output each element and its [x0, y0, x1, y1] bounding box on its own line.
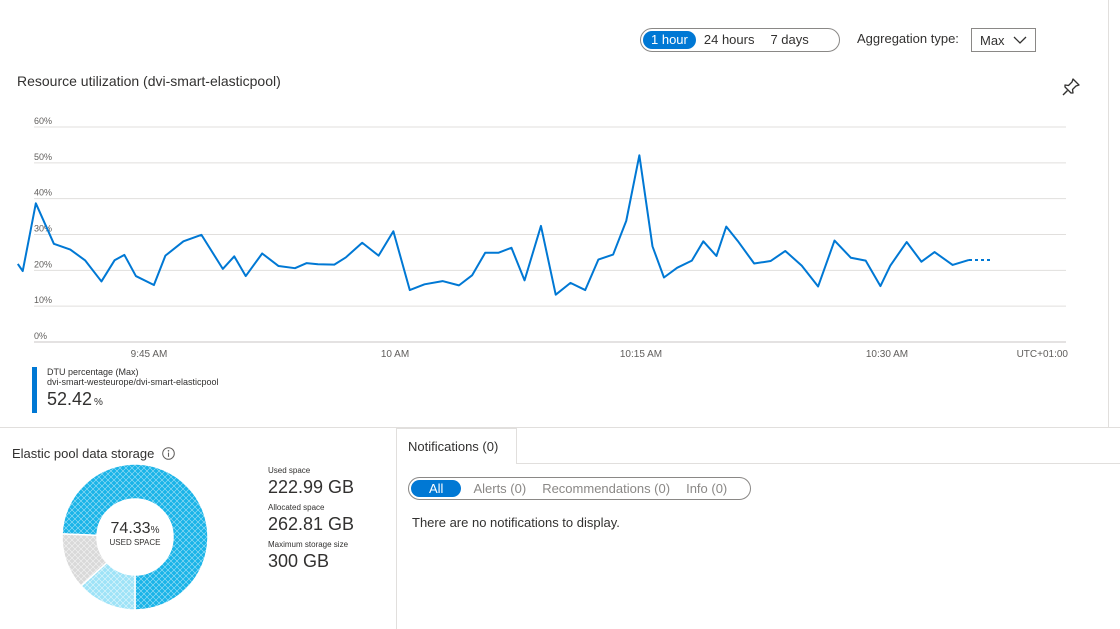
time-range-selector: 1 hour 24 hours 7 days	[640, 28, 840, 52]
y-tick-label: 50%	[34, 152, 52, 162]
y-tick-label: 10%	[34, 295, 52, 305]
storage-title: Elastic pool data storage	[12, 446, 176, 461]
used-space-caption: USED SPACE	[109, 538, 161, 547]
y-tick-label: 0%	[34, 331, 47, 341]
y-tick-label: 20%	[34, 259, 52, 269]
notifications-empty-message: There are no notifications to display.	[412, 515, 620, 530]
pin-icon[interactable]	[1060, 76, 1082, 98]
x-tick-label: 10:15 AM	[620, 349, 662, 360]
chart-series	[16, 154, 992, 296]
storage-title-text: Elastic pool data storage	[12, 446, 155, 461]
series-line	[16, 154, 970, 296]
storage-donut-chart	[61, 463, 209, 611]
donut-slice-used	[61, 463, 209, 611]
notification-filter: All Alerts (0) Recommendations (0) Info …	[408, 477, 751, 500]
used-percentage: 74.33%	[96, 520, 174, 538]
y-axis-ticks: 60% 50% 40% 30% 20% 10% 0%	[34, 116, 52, 341]
max-storage-value: 300 GB	[268, 551, 330, 571]
legend-resource: dvi-smart-westeurope/dvi-smart-elasticpo…	[47, 377, 219, 387]
x-tick-label: 9:45 AM	[131, 349, 168, 360]
tab-notifications[interactable]: Notifications (0)	[397, 428, 517, 464]
time-range-24-hours[interactable]: 24 hours	[703, 32, 755, 47]
used-percentage-value: 74.33	[110, 520, 151, 537]
donut-slice-free	[61, 533, 108, 588]
filter-alerts[interactable]: Alerts (0)	[473, 481, 527, 496]
aggregation-value: Max	[980, 32, 1005, 48]
tab-underline	[517, 463, 1120, 464]
x-axis-ticks: 9:45 AM 10 AM 10:15 AM 10:30 AM UTC+01:00	[131, 349, 1069, 360]
chart-title: Resource utilization (dvi-smart-elasticp…	[17, 73, 281, 89]
section-divider	[0, 427, 1120, 428]
aggregation-label: Aggregation type:	[857, 31, 959, 46]
used-space-label: Used space	[268, 466, 311, 475]
donut-center-label: 74.33% USED SPACE	[96, 520, 174, 547]
allocated-space-value: 262.81 GB	[268, 514, 355, 534]
filter-recommendations[interactable]: Recommendations (0)	[542, 481, 671, 496]
time-range-7-days[interactable]: 7 days	[770, 32, 809, 47]
aggregation-dropdown[interactable]: Max	[971, 28, 1036, 52]
legend-metric: DTU percentage (Max)	[47, 367, 139, 377]
storage-stats: Used space 222.99 GB Allocated space 262…	[268, 464, 354, 577]
legend-value-unit: %	[94, 397, 103, 408]
info-icon[interactable]	[162, 447, 176, 460]
legend-value: 52.42%	[47, 387, 219, 415]
time-range-1-hour[interactable]: 1 hour	[643, 31, 696, 49]
used-space-value: 222.99 GB	[268, 477, 355, 497]
chart-gridlines	[34, 126, 1066, 343]
legend-value-number: 52.42	[47, 389, 93, 409]
y-tick-label: 60%	[34, 116, 52, 126]
y-tick-label: 30%	[34, 224, 52, 234]
allocated-space-label: Allocated space	[268, 503, 325, 512]
filter-info[interactable]: Info (0)	[686, 481, 728, 496]
used-percentage-unit: %	[150, 525, 160, 536]
chevron-down-icon	[1013, 36, 1027, 44]
max-storage-label: Maximum storage size	[268, 540, 349, 549]
panel-divider-right	[1108, 0, 1109, 427]
dtu-line-chart: 60% 50% 40% 30% 20% 10% 0% 9:45 AM 10 AM 10:15 A…	[16, 116, 1069, 360]
timezone-label: UTC+01:00	[1017, 349, 1069, 360]
filter-all[interactable]: All	[411, 480, 462, 497]
chart-legend[interactable]: DTU percentage (Max) dvi-smart-westeurop…	[32, 367, 219, 413]
column-divider	[396, 428, 397, 629]
x-tick-label: 10:30 AM	[866, 349, 908, 360]
x-tick-label: 10 AM	[381, 349, 409, 360]
y-tick-label: 40%	[34, 188, 52, 198]
